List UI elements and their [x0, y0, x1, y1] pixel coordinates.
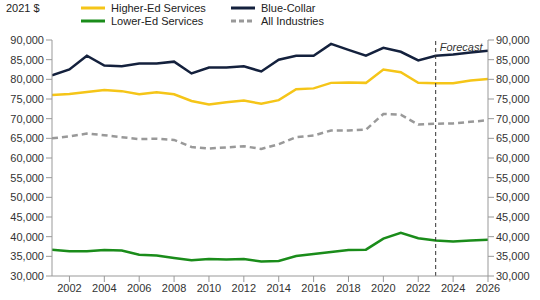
svg-text:45,000: 45,000 — [496, 211, 530, 223]
svg-text:70,000: 70,000 — [10, 113, 44, 125]
svg-text:2020: 2020 — [371, 282, 395, 294]
svg-text:2022: 2022 — [406, 282, 430, 294]
svg-text:70,000: 70,000 — [496, 113, 530, 125]
svg-text:80,000: 80,000 — [10, 73, 44, 85]
html-text:Blue-Collar: Blue-Collar — [261, 2, 316, 14]
svg-text:30,000: 30,000 — [496, 270, 530, 282]
svg-text:45,000: 45,000 — [10, 211, 44, 223]
svg-text:35,000: 35,000 — [496, 250, 530, 262]
html-text:All Industries: All Industries — [261, 15, 324, 27]
svg-text:85,000: 85,000 — [496, 54, 530, 66]
svg-text:65,000: 65,000 — [496, 132, 530, 144]
svg-text:2018: 2018 — [336, 282, 360, 294]
svg-text:30,000: 30,000 — [10, 270, 44, 282]
svg-text:2014: 2014 — [266, 282, 290, 294]
html-text:2021 $: 2021 $ — [6, 2, 40, 14]
svg-text:40,000: 40,000 — [10, 231, 44, 243]
svg-text:40,000: 40,000 — [496, 231, 530, 243]
svg-text:90,000: 90,000 — [10, 34, 44, 46]
svg-text:85,000: 85,000 — [10, 54, 44, 66]
svg-text:2016: 2016 — [301, 282, 325, 294]
svg-text:2002: 2002 — [57, 282, 81, 294]
svg-text:2008: 2008 — [162, 282, 186, 294]
svg-text:50,000: 50,000 — [10, 191, 44, 203]
html-text:Higher-Ed Services: Higher-Ed Services — [111, 2, 206, 14]
svg-text:60,000: 60,000 — [496, 152, 530, 164]
svg-text:60,000: 60,000 — [10, 152, 44, 164]
svg-text:75,000: 75,000 — [10, 93, 44, 105]
svg-text:50,000: 50,000 — [496, 191, 530, 203]
svg-text:55,000: 55,000 — [496, 172, 530, 184]
svg-text:2010: 2010 — [197, 282, 221, 294]
svg-text:Forecast: Forecast — [440, 41, 484, 53]
svg-text:65,000: 65,000 — [10, 132, 44, 144]
svg-text:80,000: 80,000 — [496, 73, 530, 85]
html-text:Lower-Ed Services: Lower-Ed Services — [111, 15, 204, 27]
svg-text:2024: 2024 — [441, 282, 465, 294]
svg-text:55,000: 55,000 — [10, 172, 44, 184]
svg-text:90,000: 90,000 — [496, 34, 530, 46]
svg-text:2026: 2026 — [476, 282, 500, 294]
svg-text:2006: 2006 — [127, 282, 151, 294]
svg-text:35,000: 35,000 — [10, 250, 44, 262]
svg-text:2004: 2004 — [92, 282, 116, 294]
svg-text:2012: 2012 — [232, 282, 256, 294]
svg-text:75,000: 75,000 — [496, 93, 530, 105]
